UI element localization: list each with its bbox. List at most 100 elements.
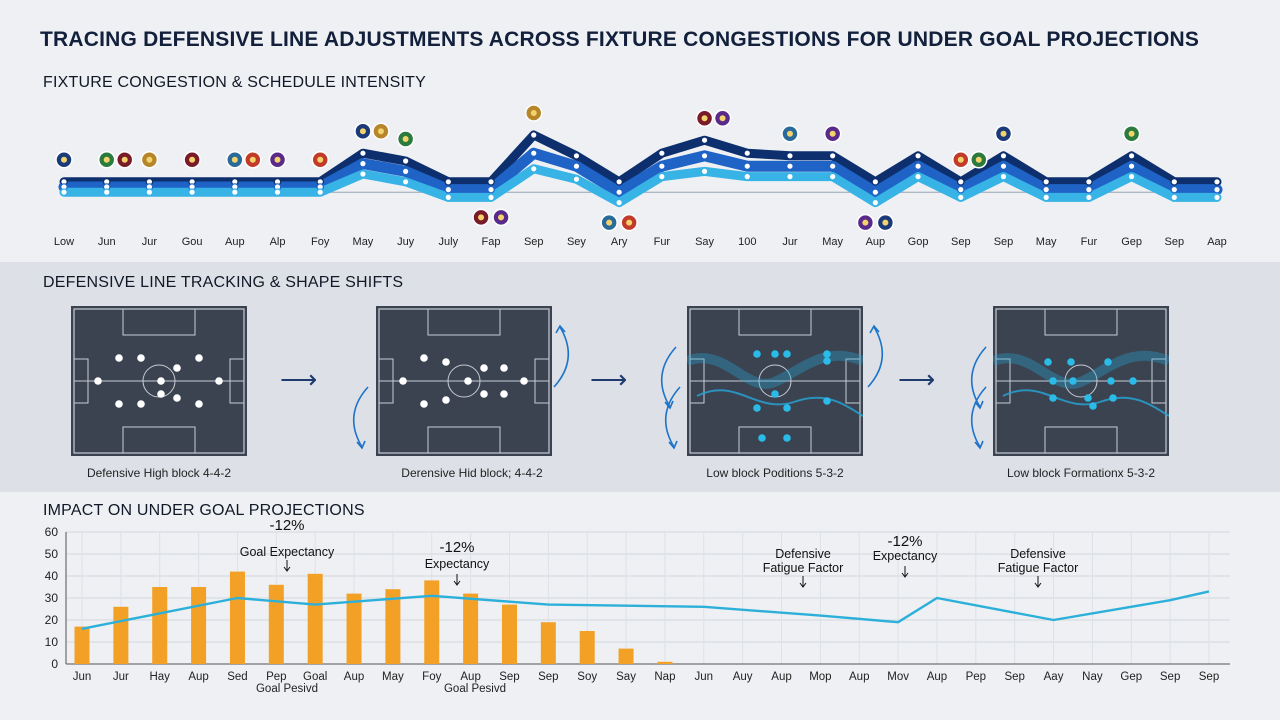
congestion-point bbox=[572, 162, 581, 171]
pitch-penalty-box bbox=[122, 308, 196, 336]
team-crest-icon bbox=[115, 151, 134, 169]
team-crest-icon bbox=[244, 151, 262, 169]
player-marker bbox=[753, 404, 761, 412]
pitch-goal-area bbox=[229, 358, 245, 404]
impact-bar bbox=[74, 626, 90, 664]
player-marker bbox=[442, 358, 450, 366]
impact-bar bbox=[113, 606, 129, 664]
congestion-point bbox=[1127, 162, 1136, 171]
pitch-caption-1: Defensive High block 4-4-2 bbox=[86, 466, 232, 480]
pitch-goal-area bbox=[1151, 358, 1167, 404]
congestion-tick-label: Jur bbox=[142, 236, 158, 248]
player-marker bbox=[115, 354, 123, 362]
congestion-point bbox=[743, 149, 752, 158]
impact-y-tick-label: 0 bbox=[51, 657, 58, 671]
team-crest-icon bbox=[713, 109, 732, 127]
player-marker bbox=[823, 397, 831, 405]
congestion-point bbox=[487, 193, 495, 202]
pitch-penalty-box bbox=[738, 426, 812, 454]
player-marker bbox=[173, 394, 181, 402]
team-crest-icon bbox=[620, 213, 638, 232]
player-marker bbox=[115, 400, 123, 408]
pitch-caption-3: Low block Poditions 5-3-2 bbox=[706, 466, 844, 480]
shift-arrow-icon bbox=[970, 346, 987, 410]
congestion-tick-label: May bbox=[822, 236, 843, 248]
team-crest-icon bbox=[311, 151, 329, 169]
congestion-point bbox=[914, 162, 922, 171]
impact-y-tick-label: 10 bbox=[45, 635, 59, 649]
pitch-goal-area bbox=[73, 358, 89, 404]
impact-bar bbox=[540, 622, 556, 664]
congestion-point bbox=[956, 185, 965, 194]
congestion-point bbox=[1042, 178, 1050, 186]
player-marker bbox=[1049, 377, 1057, 385]
impact-x-tick-label: Jun bbox=[695, 671, 714, 683]
defensive-line-band bbox=[685, 350, 865, 389]
impact-x-tick-label: Aup bbox=[849, 671, 869, 683]
impact-x-tick-label: Jur bbox=[113, 671, 129, 683]
impact-x-tick-label: Sep bbox=[1004, 671, 1024, 683]
impact-x-tick-label: Aay bbox=[1044, 671, 1064, 683]
impact-bar bbox=[307, 573, 323, 664]
player-marker bbox=[157, 390, 165, 398]
congestion-point bbox=[828, 172, 837, 181]
pitch-mid-block bbox=[376, 306, 552, 456]
team-crest-icon bbox=[695, 109, 714, 127]
congestion-point bbox=[956, 178, 965, 186]
pitch-goal-area bbox=[689, 358, 705, 404]
player-marker bbox=[1084, 394, 1092, 402]
congestion-point bbox=[1085, 185, 1093, 194]
congestion-point bbox=[273, 188, 282, 197]
impact-annotation: -12%Expectancy bbox=[425, 539, 490, 586]
transition-arrow-icon: ⟶ bbox=[898, 364, 936, 394]
congestion-tick-label: Fap bbox=[482, 236, 501, 248]
congestion-point bbox=[145, 188, 154, 197]
svg-text:-12%: -12% bbox=[269, 517, 304, 534]
shift-arrow-icon bbox=[867, 324, 884, 388]
congestion-point bbox=[401, 167, 410, 176]
team-crest-icon bbox=[970, 151, 988, 169]
congestion-point bbox=[658, 149, 666, 158]
congestion-tick-label: Sep bbox=[524, 236, 544, 248]
congestion-point bbox=[786, 162, 794, 171]
team-crest-icon bbox=[140, 151, 159, 169]
congestion-tick-label: Alp bbox=[270, 236, 286, 248]
congestion-title: FIXTURE CONGESTION & SCHEDULE INTENSITY bbox=[43, 74, 426, 91]
impact-title: IMPACT ON UNDER GOAL PROJECTIONS bbox=[43, 502, 365, 519]
congestion-point bbox=[615, 178, 623, 186]
congestion-point bbox=[1085, 193, 1093, 202]
player-marker bbox=[1104, 358, 1112, 366]
impact-x-tick-label: Gep bbox=[1120, 671, 1142, 683]
impact-x-tick-label: Jun bbox=[73, 671, 92, 683]
congestion-point bbox=[1170, 178, 1179, 186]
player-marker bbox=[215, 377, 223, 385]
congestion-point bbox=[444, 185, 453, 194]
congestion-point bbox=[529, 131, 538, 139]
impact-x-tick-label: Mop bbox=[809, 671, 831, 683]
team-crest-icon bbox=[396, 130, 415, 148]
congestion-tick-label: Jun bbox=[98, 236, 116, 248]
svg-text:Defensive: Defensive bbox=[1010, 547, 1066, 561]
svg-text:Fatigue Factor: Fatigue Factor bbox=[998, 561, 1079, 575]
impact-x-tick-label: Aup bbox=[927, 671, 947, 683]
congestion-tick-label: July bbox=[439, 236, 459, 248]
congestion-point bbox=[1170, 185, 1179, 194]
player-marker bbox=[1107, 377, 1115, 385]
impact-x-tick-label: Goal bbox=[303, 671, 327, 683]
player-marker bbox=[195, 400, 203, 408]
congestion-tick-label: Say bbox=[695, 236, 714, 248]
congestion-point bbox=[487, 185, 495, 194]
congestion-tick-label: Gep bbox=[1121, 236, 1142, 248]
congestion-point bbox=[1170, 193, 1179, 202]
congestion-point bbox=[572, 152, 581, 160]
impact-x-tick-label: Mov bbox=[887, 671, 909, 683]
team-crest-icon bbox=[268, 151, 287, 169]
team-crest-icon bbox=[97, 151, 116, 169]
congestion-tick-label: Sey bbox=[567, 236, 586, 248]
player-marker bbox=[157, 377, 165, 385]
congestion-point bbox=[1127, 152, 1136, 160]
congestion-point bbox=[999, 172, 1008, 181]
congestion-point bbox=[786, 152, 794, 160]
impact-x-tick-label: Sep bbox=[499, 671, 519, 683]
